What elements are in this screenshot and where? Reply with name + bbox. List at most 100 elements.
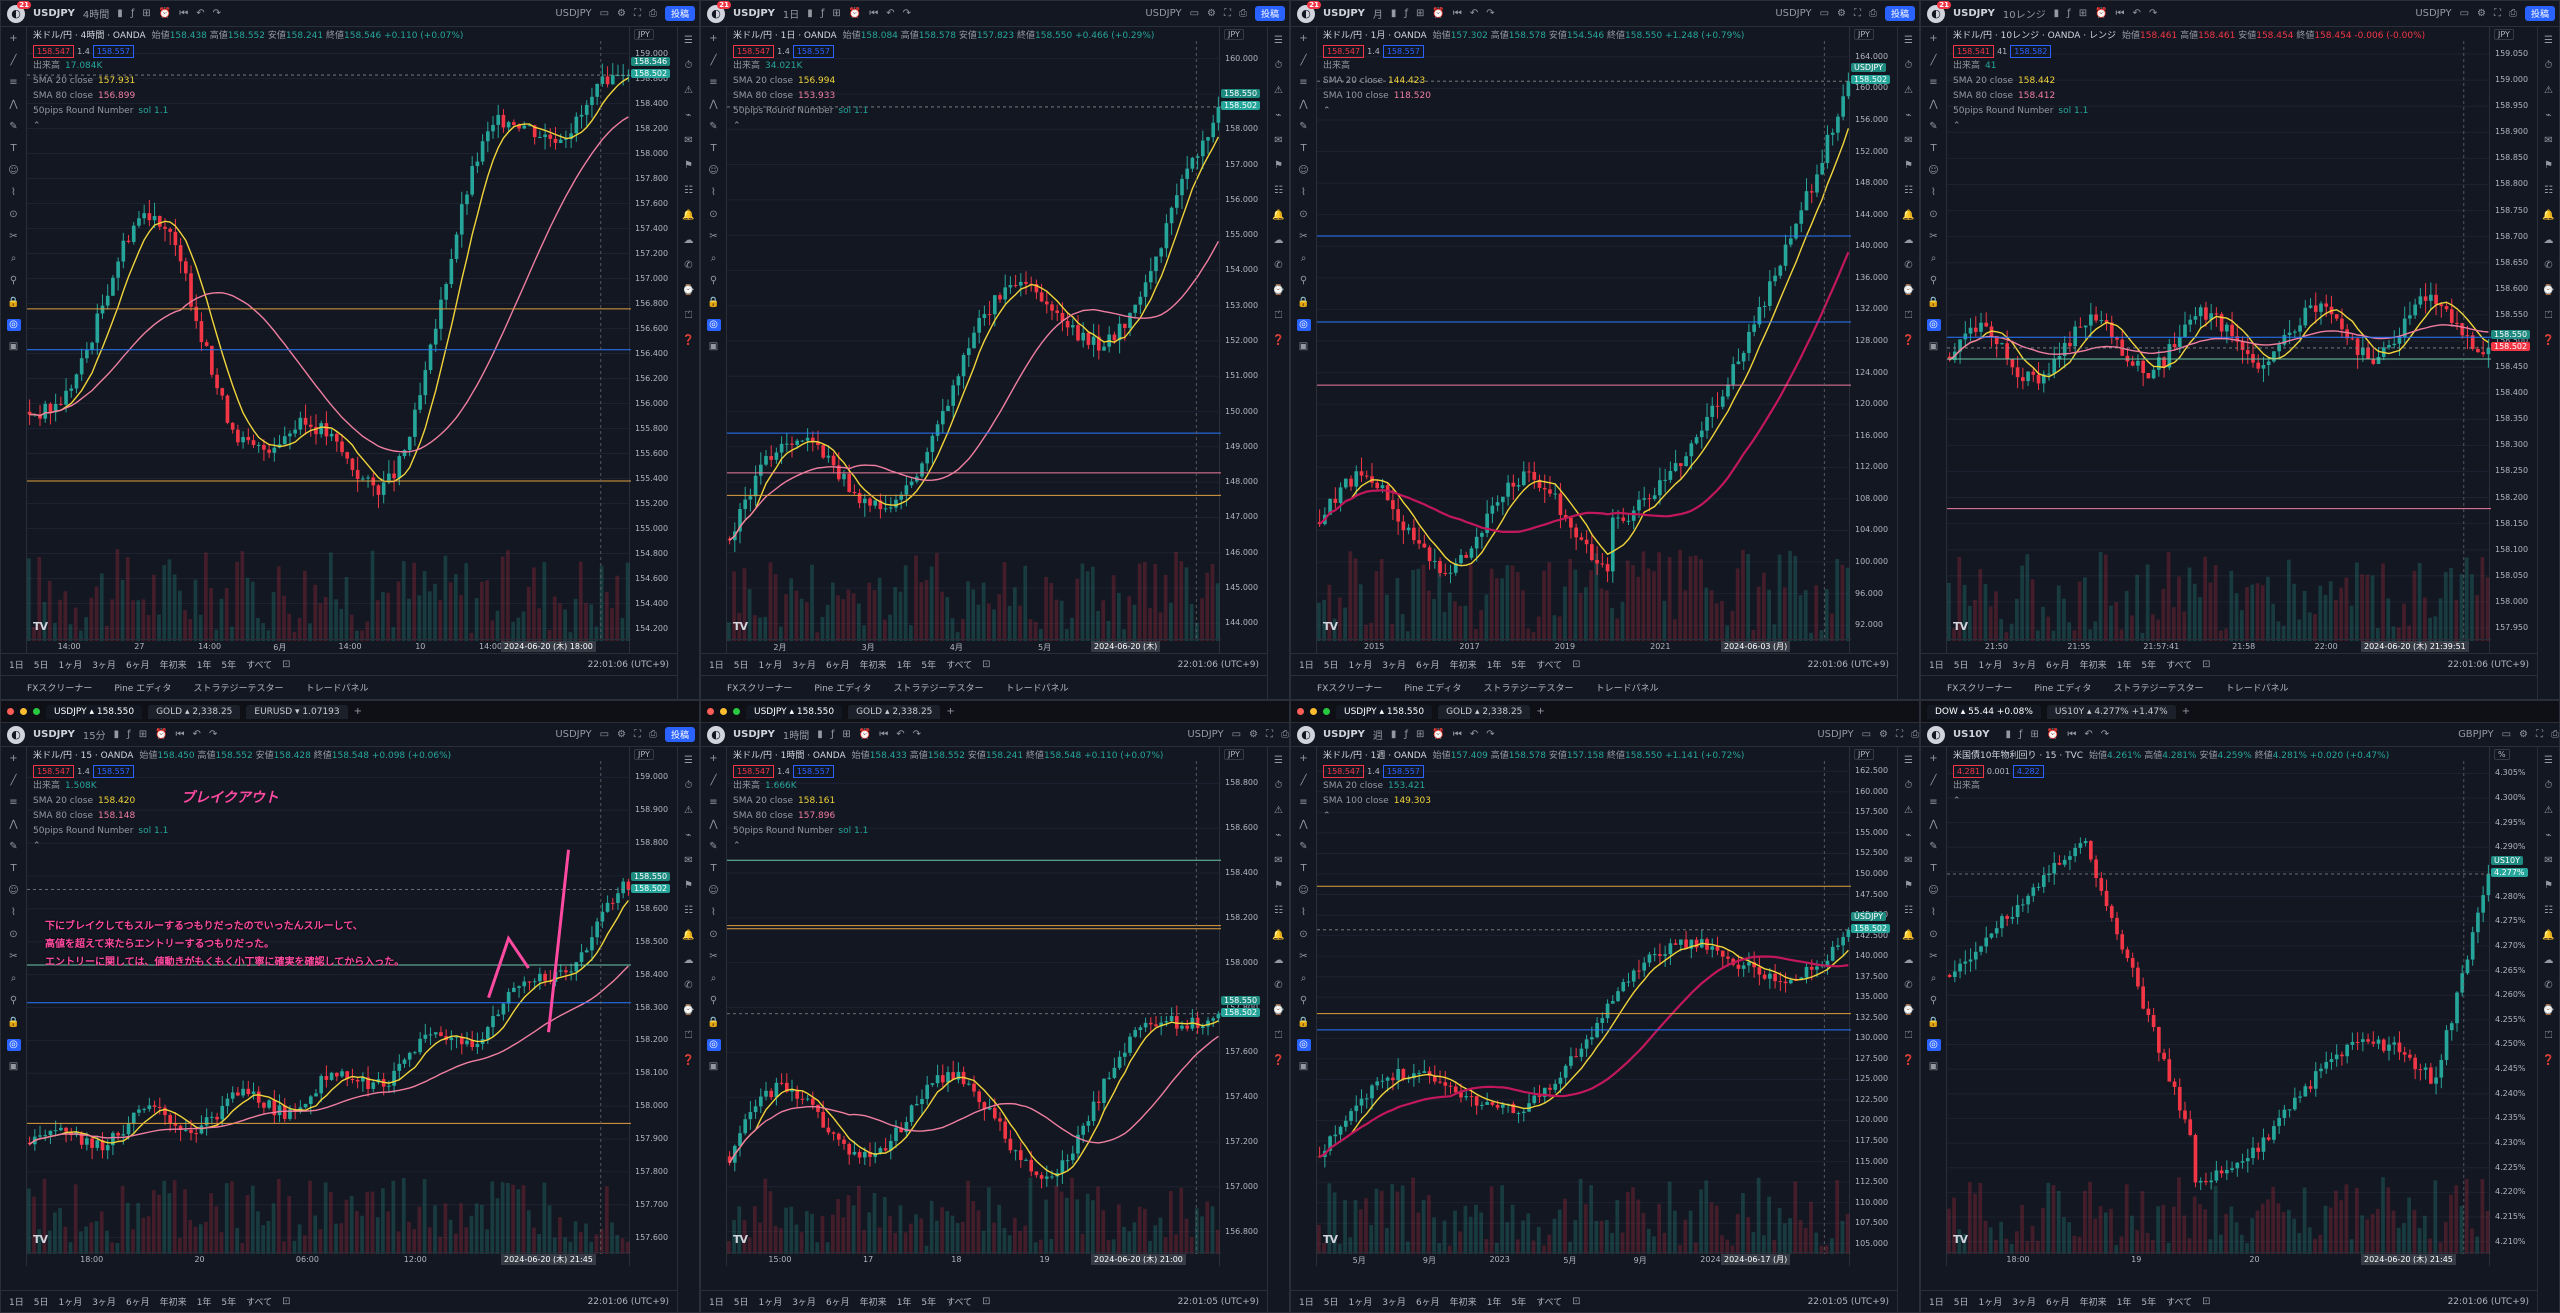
ideas-icon[interactable]: ⚑	[1274, 160, 1283, 171]
panel-tab-3[interactable]: トレードパネル	[1595, 684, 1659, 694]
chart-type-icon[interactable]: ▮	[117, 8, 123, 19]
streams-icon[interactable]: ☁	[2543, 235, 2554, 246]
indicator-row[interactable]: 50pips Round Number sol 1.1	[733, 104, 1154, 119]
browser-tab-0[interactable]: USDJPY ▴ 158.550	[746, 704, 843, 719]
trend-line-icon[interactable]: ╱	[1300, 775, 1307, 786]
hide-icon[interactable]: ⚲	[1929, 275, 1938, 286]
clock-timezone[interactable]: 22:01:05 (UTC+9)	[1807, 1296, 1889, 1307]
panel-tab-1[interactable]: Pine エディタ	[1404, 684, 1462, 694]
hotlist-icon[interactable]: ⌁	[1905, 830, 1912, 841]
redo-icon[interactable]: ↷	[212, 8, 221, 19]
redo-icon[interactable]: ↷	[902, 8, 911, 19]
magnet-icon[interactable]: ✂	[709, 951, 718, 962]
clock-timezone[interactable]: 22:01:05 (UTC+9)	[1177, 1296, 1259, 1307]
browser-tab-1[interactable]: GOLD ▴ 2,338.25	[848, 704, 941, 719]
calendar-icon[interactable]: ☷	[2544, 905, 2553, 916]
indicator-row[interactable]: SMA 20 close 156.994	[733, 74, 1154, 89]
emoji-icon[interactable]: ☺	[1298, 885, 1309, 896]
undo-icon[interactable]: ↶	[2132, 8, 2141, 19]
new-tab-icon[interactable]: +	[946, 706, 955, 717]
text-icon[interactable]: T	[1930, 143, 1937, 154]
tradingview-logo[interactable]: TV	[33, 620, 48, 633]
symbol-search[interactable]: USDJPY	[33, 729, 75, 740]
hide-icon[interactable]: ⚲	[9, 995, 18, 1006]
panel-tab-2[interactable]: ストラテジーテスター	[1483, 684, 1574, 694]
alerts-icon[interactable]: ⏱	[684, 780, 693, 791]
measure-icon[interactable]: ⌇	[711, 187, 716, 198]
measure-icon[interactable]: ⌇	[1301, 907, 1306, 918]
price-chart[interactable]	[27, 761, 631, 1254]
zoom-window-button[interactable]	[1323, 708, 1330, 715]
minimize-window-button[interactable]	[1310, 708, 1317, 715]
screenshot-icon[interactable]: ⎙	[1911, 729, 1919, 740]
settings-icon[interactable]: ⚙	[1249, 729, 1258, 740]
notifications-icon[interactable]: 🔔	[1272, 210, 1285, 221]
help-icon[interactable]: ✆	[1904, 260, 1913, 271]
replay-icon[interactable]: ⏮	[869, 8, 879, 19]
indicator-row[interactable]: 50pips Round Number sol 1.1	[733, 824, 1163, 839]
range-button-0[interactable]: 1日	[1299, 1298, 1314, 1308]
indicators-icon[interactable]: ƒ	[820, 8, 825, 19]
crosshair-icon[interactable]: +	[1299, 753, 1308, 764]
fullscreen-icon[interactable]: ⛶	[1266, 729, 1273, 740]
text-icon[interactable]: T	[10, 863, 17, 874]
range-button-6[interactable]: 1年	[1486, 1298, 1502, 1308]
templates-icon[interactable]: ⊞	[142, 8, 151, 19]
data-window-icon[interactable]: ⚠	[684, 85, 693, 96]
range-button-1[interactable]: 5日	[733, 1298, 749, 1308]
calendar-icon[interactable]: ☷	[1904, 185, 1913, 196]
text-icon[interactable]: T	[1930, 863, 1937, 874]
indicators-icon[interactable]: ƒ	[127, 729, 131, 740]
chart-type-icon[interactable]: ▮	[817, 729, 823, 740]
replay-icon[interactable]: ⏮	[175, 729, 185, 740]
browser-tab-1[interactable]: US10Y ▴ 4.277% +1.47%	[2046, 704, 2176, 719]
fullscreen-icon[interactable]: ⛶	[1223, 8, 1231, 19]
trash-icon[interactable]: ▣	[1298, 341, 1309, 352]
goto-date-icon[interactable]: ⊡	[982, 1296, 991, 1307]
redo-icon[interactable]: ↷	[1486, 729, 1495, 740]
panel-tab-3[interactable]: トレードパネル	[1005, 684, 1069, 694]
interval-select[interactable]: 4時間	[82, 10, 110, 21]
time-axis[interactable]: 201520172019202120232024-06-03 (月)	[1317, 639, 1851, 653]
lock-icon[interactable]: ⌕	[10, 973, 17, 984]
collapse-legend-icon[interactable]: ⌃	[733, 121, 741, 131]
dom-icon[interactable]: ⏍	[684, 1030, 693, 1041]
panel-tab-2[interactable]: ストラテジーテスター	[193, 684, 284, 694]
range-button-1[interactable]: 5日	[1953, 1298, 1969, 1308]
object-tree-icon[interactable]: ◎	[1926, 1039, 1941, 1051]
trash-icon[interactable]: ▣	[708, 1061, 719, 1072]
close-window-button[interactable]	[1297, 708, 1304, 715]
alert-icon[interactable]: ⏰	[2095, 8, 2108, 19]
currency-label[interactable]: %	[2494, 749, 2510, 760]
screenshot-icon[interactable]: ⎙	[2508, 8, 2517, 19]
undo-icon[interactable]: ↶	[192, 729, 201, 740]
replay-icon[interactable]: ⏮	[1452, 729, 1462, 740]
buy-button[interactable]: 158.557	[1382, 765, 1424, 778]
range-button-2[interactable]: 1ヶ月	[1348, 661, 1373, 671]
trash-icon[interactable]: ▣	[8, 341, 19, 352]
indicator-row[interactable]: 50pips Round Number sol 1.1	[33, 104, 463, 119]
price-axis[interactable]: JPY160.000159.000158.000157.000156.00015…	[1219, 27, 1267, 653]
fullscreen-icon[interactable]: ⛶	[1896, 729, 1903, 740]
sell-button[interactable]: 4.281	[1953, 765, 1984, 778]
range-button-3[interactable]: 3ヶ月	[2012, 1298, 2036, 1308]
sell-button[interactable]: 158.547	[33, 765, 75, 778]
streams-icon[interactable]: ☁	[1273, 955, 1284, 966]
range-button-3[interactable]: 3ヶ月	[92, 661, 116, 671]
trend-line-icon[interactable]: ╱	[1930, 55, 1937, 66]
alert-icon[interactable]: ⏰	[155, 729, 168, 740]
price-axis[interactable]: JPY159.000158.900158.800158.700158.60015…	[629, 747, 677, 1266]
info-icon[interactable]: ❓	[1272, 1055, 1285, 1066]
range-button-1[interactable]: 5日	[1953, 661, 1969, 671]
clock-timezone[interactable]: 22:01:06 (UTC+9)	[587, 1296, 669, 1307]
data-window-icon[interactable]: ⚠	[2544, 805, 2553, 816]
trend-line-icon[interactable]: ╱	[1300, 55, 1307, 66]
legend-symbol-line[interactable]: 米ドル/円 · 15 · OANDA 始値158.450 高値158.552 安値…	[33, 749, 451, 764]
fib-icon[interactable]: ≡	[1299, 797, 1308, 808]
range-button-1[interactable]: 5日	[733, 661, 749, 671]
trash-icon[interactable]: ▣	[1928, 341, 1939, 352]
goto-date-icon[interactable]: ⊡	[2202, 659, 2211, 670]
emoji-icon[interactable]: ☺	[8, 165, 19, 176]
text-icon[interactable]: T	[1300, 143, 1307, 154]
